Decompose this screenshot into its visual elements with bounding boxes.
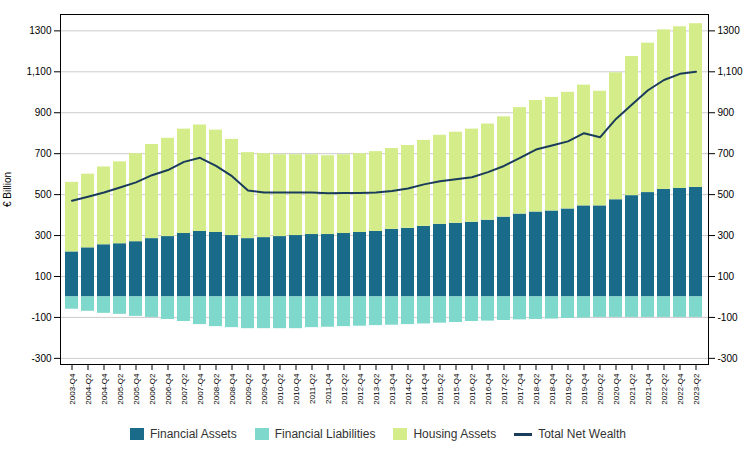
svg-text:2020-Q4: 2020-Q4 [612,373,621,405]
svg-text:2011-Q2: 2011-Q2 [308,373,317,404]
html-text:Housing Assets: Housing Assets [413,427,497,441]
html-text:Financial Assets: Financial Assets [150,427,237,441]
svg-text:2010-Q4: 2010-Q4 [292,373,301,405]
svg-text:1300: 1300 [29,25,52,36]
svg-text:2019-Q2: 2019-Q2 [564,373,573,405]
svg-text:2004-Q4: 2004-Q4 [100,373,109,405]
svg-text:2020-Q2: 2020-Q2 [596,373,605,405]
svg-text:700: 700 [718,148,735,159]
svg-text:1300: 1300 [718,25,741,36]
svg-text:2009-Q4: 2009-Q4 [260,373,269,405]
svg-text:2005-Q2: 2005-Q2 [116,373,125,405]
svg-text:2005-Q4: 2005-Q4 [132,373,141,405]
svg-text:-100: -100 [31,312,51,323]
svg-text:2012-Q4: 2012-Q4 [356,373,365,405]
svg-text:-300: -300 [718,353,738,364]
svg-text:2015-Q2: 2015-Q2 [436,373,445,405]
svg-text:2007-Q2: 2007-Q2 [180,373,189,405]
svg-text:2016-Q4: 2016-Q4 [484,373,493,405]
svg-text:2021-Q2: 2021-Q2 [628,373,637,405]
svg-text:2016-Q2: 2016-Q2 [468,373,477,405]
svg-text:€ Billion: € Billion [2,172,13,207]
svg-text:2008-Q2: 2008-Q2 [212,373,221,405]
svg-text:2019-Q4: 2019-Q4 [580,373,589,405]
svg-text:2007-Q4: 2007-Q4 [196,373,205,405]
html-text:Financial Liabilities: Financial Liabilities [274,427,376,441]
svg-text:2017-Q4: 2017-Q4 [516,373,525,405]
svg-text:2014-Q4: 2014-Q4 [420,373,429,405]
svg-text:500: 500 [718,189,735,200]
svg-text:2018-Q4: 2018-Q4 [548,373,557,405]
svg-text:2022-Q4: 2022-Q4 [676,373,685,405]
svg-text:900: 900 [718,107,735,118]
svg-text:-100: -100 [718,312,738,323]
svg-text:2009-Q2: 2009-Q2 [244,373,253,405]
svg-text:2013-Q2: 2013-Q2 [372,373,381,405]
svg-text:100: 100 [718,271,735,282]
svg-text:2013-Q4: 2013-Q4 [388,373,397,405]
svg-text:500: 500 [35,189,52,200]
svg-text:2006-Q2: 2006-Q2 [148,373,157,405]
html-text:Total Net Wealth: Total Net Wealth [538,427,626,441]
svg-text:2004-Q2: 2004-Q2 [84,373,93,405]
svg-text:2011-Q4: 2011-Q4 [324,373,333,404]
svg-text:2014-Q2: 2014-Q2 [404,373,413,405]
svg-text:2008-Q4: 2008-Q4 [228,373,237,405]
svg-text:-300: -300 [31,353,51,364]
svg-text:2012-Q2: 2012-Q2 [340,373,349,405]
svg-text:300: 300 [35,230,52,241]
svg-text:700: 700 [35,148,52,159]
svg-text:2015-Q4: 2015-Q4 [452,373,461,405]
svg-text:2017-Q2: 2017-Q2 [500,373,509,405]
svg-text:2006-Q4: 2006-Q4 [164,373,173,405]
svg-text:900: 900 [35,107,52,118]
svg-text:2022-Q2: 2022-Q2 [660,373,669,405]
svg-text:2023-Q2: 2023-Q2 [692,373,701,405]
svg-text:1,100: 1,100 [26,66,51,77]
svg-text:300: 300 [718,230,735,241]
svg-text:100: 100 [35,271,52,282]
svg-text:2003-Q4: 2003-Q4 [68,373,77,405]
svg-text:1,100: 1,100 [718,66,743,77]
svg-text:2010-Q2: 2010-Q2 [276,373,285,405]
svg-text:2018-Q2: 2018-Q2 [532,373,541,405]
svg-text:2021-Q4: 2021-Q4 [644,373,653,405]
